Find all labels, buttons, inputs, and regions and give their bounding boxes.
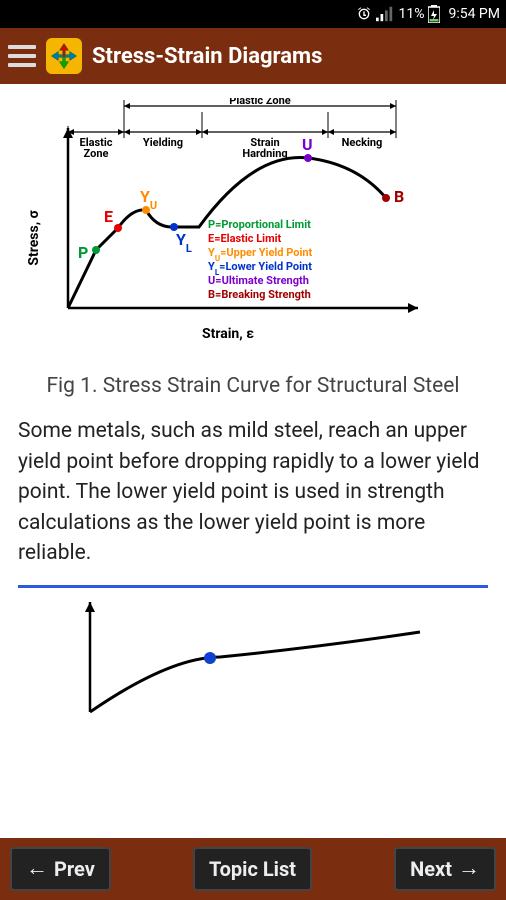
svg-text:E=Elastic Limit: E=Elastic Limit [208, 232, 282, 245]
svg-text:U: U [302, 135, 313, 154]
clock-time: 9:54 PM [448, 6, 500, 22]
svg-text:Strain, ε: Strain, ε [202, 326, 254, 342]
arrow-right-icon: → [458, 858, 480, 880]
figure-caption: Fig 1. Stress Strain Curve for Structura… [30, 372, 476, 400]
section-divider [18, 585, 488, 588]
next-label: Next [410, 857, 452, 881]
arrow-left-icon: ← [26, 858, 48, 880]
app-icon [46, 38, 82, 74]
prev-label: Prev [54, 857, 95, 881]
svg-text:Stress, σ: Stress, σ [26, 210, 42, 265]
svg-text:P: P [78, 243, 88, 262]
svg-text:B: B [394, 187, 404, 206]
battery-icon [428, 5, 440, 23]
svg-text:Yielding: Yielding [143, 136, 183, 149]
topic-list-label: Topic List [209, 857, 296, 881]
status-bar: 11% 9:54 PM [0, 0, 506, 28]
content-scroll[interactable]: Stress, σStrain, εPlastic ZoneElasticZon… [0, 84, 506, 838]
svg-text:B=Breaking Strength: B=Breaking Strength [208, 288, 311, 301]
battery-percent: 11% [398, 6, 424, 22]
svg-text:YL: YL [176, 230, 192, 255]
next-button[interactable]: Next → [394, 847, 496, 891]
stress-strain-chart: Stress, σStrain, εPlastic ZoneElasticZon… [0, 84, 506, 362]
body-paragraph: Some metals, such as mild steel, reach a… [0, 416, 506, 568]
svg-text:Necking: Necking [342, 136, 383, 149]
topic-list-button[interactable]: Topic List [193, 847, 312, 891]
bottom-nav: ← Prev Topic List Next → [0, 838, 506, 900]
page-title: Stress-Strain Diagrams [92, 44, 322, 69]
secondary-chart [0, 602, 506, 726]
svg-text:Zone: Zone [84, 147, 109, 160]
svg-text:P=Proportional Limit: P=Proportional Limit [208, 218, 311, 231]
svg-text:Hardning: Hardning [242, 147, 287, 160]
prev-button[interactable]: ← Prev [10, 847, 111, 891]
svg-text:U=Ultimate Strength: U=Ultimate Strength [208, 274, 309, 287]
alarm-icon [356, 6, 372, 22]
svg-text:E: E [104, 207, 113, 226]
svg-text:Plastic Zone: Plastic Zone [229, 98, 291, 107]
menu-icon[interactable] [8, 45, 36, 67]
signal-icon [376, 6, 394, 22]
app-bar: Stress-Strain Diagrams [0, 28, 506, 84]
